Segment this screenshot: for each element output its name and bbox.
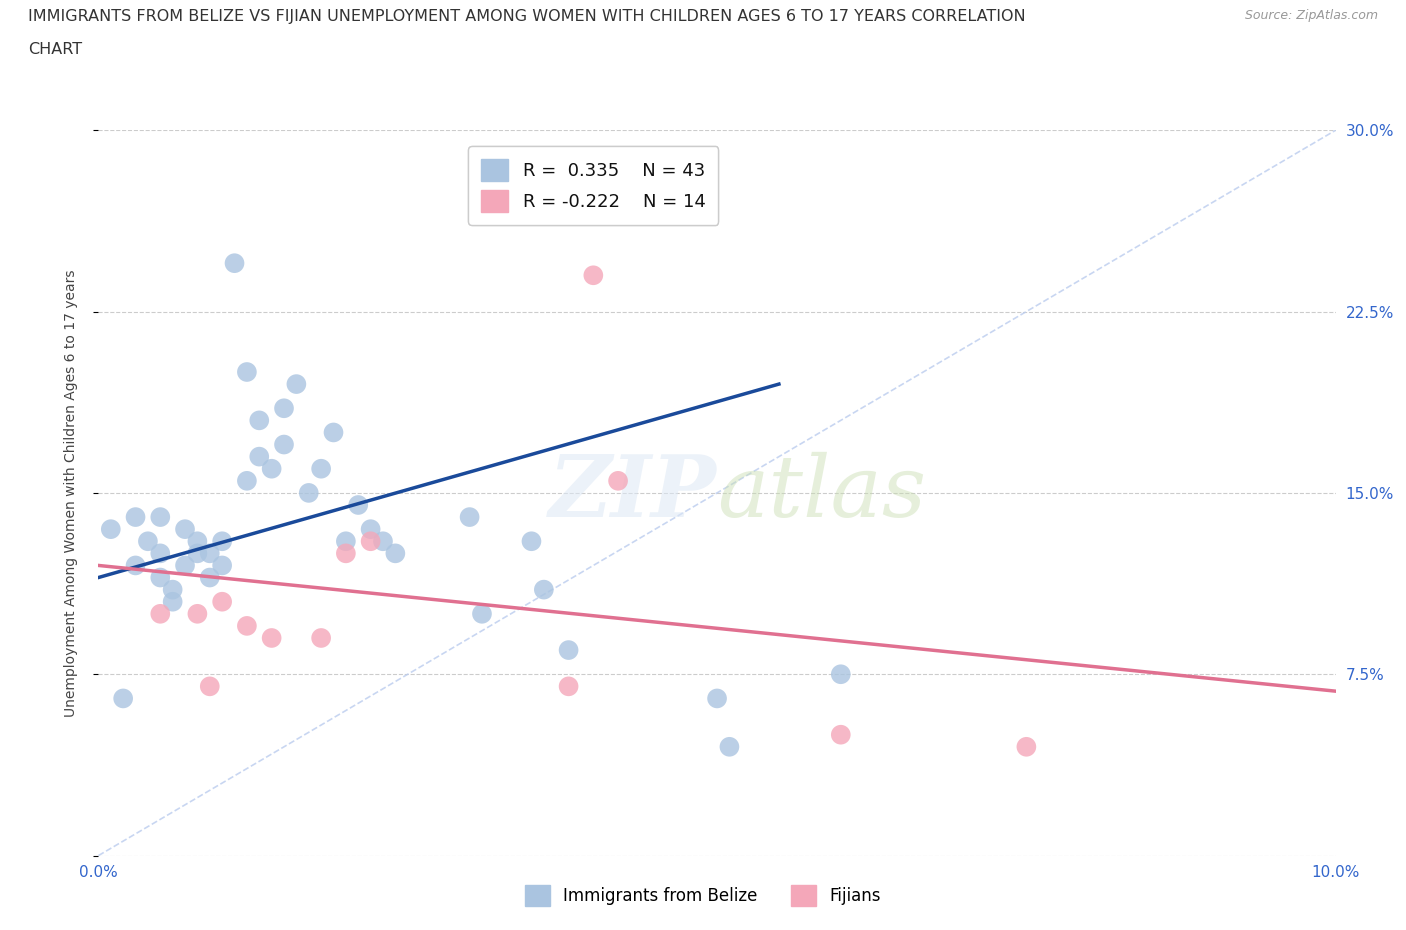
Point bbox=[471, 606, 494, 621]
Point bbox=[309, 461, 332, 476]
Legend: R =  0.335    N = 43, R = -0.222    N = 14: R = 0.335 N = 43, R = -0.222 N = 14 bbox=[468, 147, 718, 225]
Point bbox=[607, 473, 630, 488]
Point bbox=[149, 510, 172, 525]
Point bbox=[198, 679, 221, 694]
Point bbox=[100, 522, 122, 537]
Legend: Immigrants from Belize, Fijians: Immigrants from Belize, Fijians bbox=[519, 879, 887, 912]
Text: ZIP: ZIP bbox=[550, 451, 717, 535]
Point bbox=[830, 727, 852, 742]
Point bbox=[247, 413, 270, 428]
Point bbox=[186, 546, 208, 561]
Point bbox=[198, 546, 221, 561]
Point bbox=[557, 643, 579, 658]
Point bbox=[136, 534, 159, 549]
Point bbox=[384, 546, 406, 561]
Point bbox=[186, 534, 208, 549]
Point bbox=[174, 522, 197, 537]
Point bbox=[582, 268, 605, 283]
Point bbox=[236, 618, 259, 633]
Point bbox=[211, 558, 233, 573]
Point bbox=[211, 534, 233, 549]
Point bbox=[260, 461, 283, 476]
Point bbox=[360, 522, 382, 537]
Point bbox=[273, 437, 295, 452]
Point bbox=[198, 570, 221, 585]
Point bbox=[458, 510, 481, 525]
Point bbox=[236, 473, 259, 488]
Point bbox=[533, 582, 555, 597]
Point bbox=[124, 510, 146, 525]
Point bbox=[557, 679, 579, 694]
Point bbox=[285, 377, 308, 392]
Point bbox=[186, 606, 208, 621]
Point bbox=[260, 631, 283, 645]
Point bbox=[174, 558, 197, 573]
Point bbox=[830, 667, 852, 682]
Point bbox=[236, 365, 259, 379]
Point bbox=[224, 256, 246, 271]
Point bbox=[273, 401, 295, 416]
Text: IMMIGRANTS FROM BELIZE VS FIJIAN UNEMPLOYMENT AMONG WOMEN WITH CHILDREN AGES 6 T: IMMIGRANTS FROM BELIZE VS FIJIAN UNEMPLO… bbox=[28, 9, 1026, 24]
Point bbox=[520, 534, 543, 549]
Point bbox=[149, 606, 172, 621]
Point bbox=[1015, 739, 1038, 754]
Point bbox=[718, 739, 741, 754]
Point bbox=[360, 534, 382, 549]
Point bbox=[371, 534, 394, 549]
Text: Source: ZipAtlas.com: Source: ZipAtlas.com bbox=[1244, 9, 1378, 22]
Point bbox=[149, 570, 172, 585]
Y-axis label: Unemployment Among Women with Children Ages 6 to 17 years: Unemployment Among Women with Children A… bbox=[63, 269, 77, 717]
Point bbox=[706, 691, 728, 706]
Point bbox=[124, 558, 146, 573]
Point bbox=[347, 498, 370, 512]
Point bbox=[162, 582, 184, 597]
Point bbox=[335, 534, 357, 549]
Point bbox=[309, 631, 332, 645]
Point bbox=[112, 691, 135, 706]
Point bbox=[211, 594, 233, 609]
Text: CHART: CHART bbox=[28, 42, 82, 57]
Point bbox=[149, 546, 172, 561]
Point bbox=[322, 425, 344, 440]
Point bbox=[247, 449, 270, 464]
Text: atlas: atlas bbox=[717, 452, 927, 534]
Point bbox=[335, 546, 357, 561]
Point bbox=[298, 485, 321, 500]
Point bbox=[162, 594, 184, 609]
